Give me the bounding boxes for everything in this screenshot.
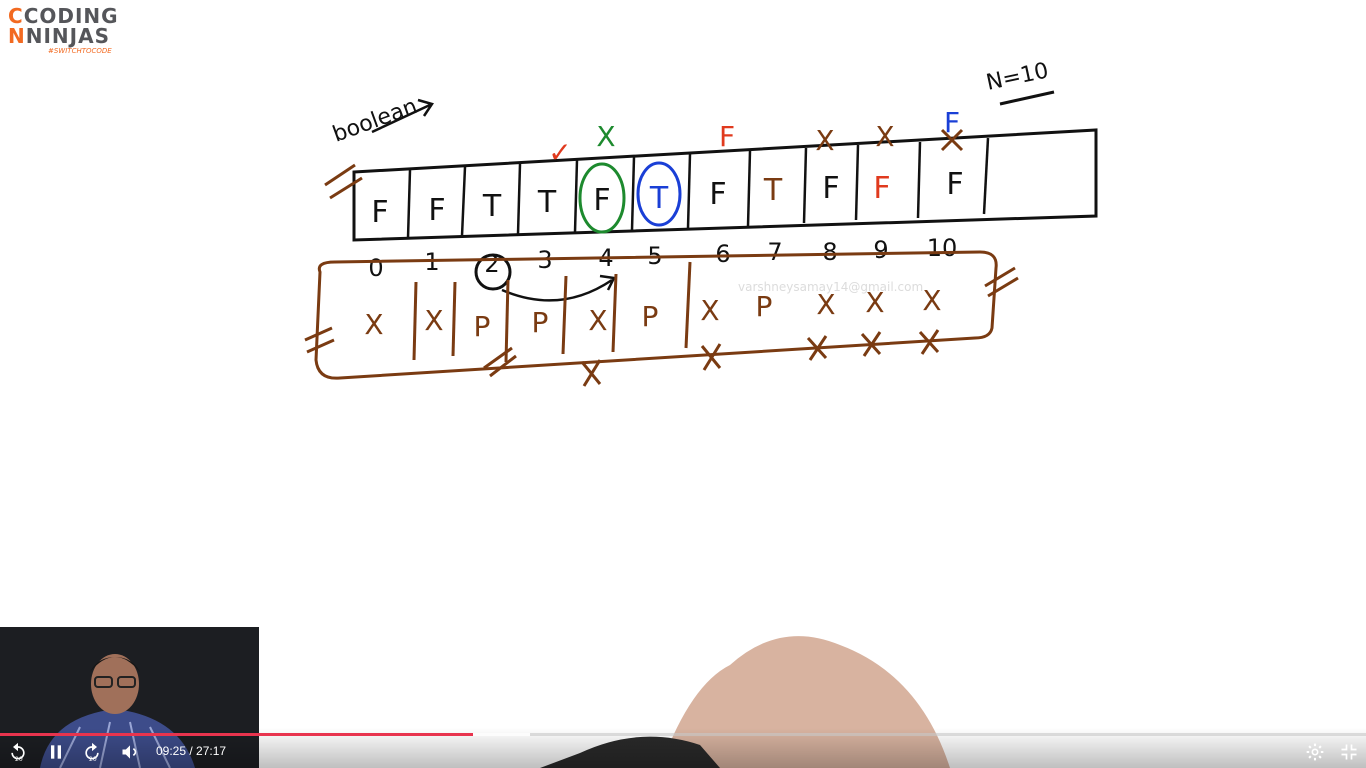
time-display: 09:25 / 27:17 (156, 744, 226, 758)
bottom-cell-10: X (922, 284, 941, 317)
index-7: 7 (767, 238, 782, 266)
exit-fullscreen-button[interactable] (1337, 741, 1361, 763)
top-marks: ✓ X F X X F (548, 106, 960, 169)
array-cell-3: T (537, 185, 557, 220)
current-time: 09:25 (156, 744, 187, 758)
skip-forward-icon (85, 742, 99, 760)
top-mark-3: ✓ (548, 136, 571, 169)
time-separator: / (186, 744, 197, 758)
settings-button[interactable] (1303, 741, 1327, 763)
bottom-cell-0: X (364, 308, 383, 341)
index-8: 8 (822, 238, 837, 266)
coding-ninjas-logo: CCODING NNINJAS #SWITCHTOCODE (8, 6, 118, 56)
logo-text-1: CODING (23, 4, 119, 28)
brown-dividers (412, 261, 692, 363)
pause-icon (51, 745, 61, 759)
top-mark-4: X (596, 120, 615, 153)
bottom-cell-8: X (816, 288, 835, 321)
bottom-cell-4: X (588, 304, 607, 337)
logo-line-2: NNINJAS (8, 24, 110, 48)
bottom-cell-3: P (532, 306, 549, 339)
index-10: 10 (927, 234, 958, 262)
n-label: N=10 (984, 58, 1051, 96)
array-cell-6: F (709, 177, 726, 212)
logo-tagline: #SWITCHTOCODE (48, 47, 112, 55)
top-mark-10-cross (940, 128, 964, 152)
array-cell-0: F (371, 195, 388, 230)
brown-box-right-marks (984, 266, 1019, 298)
bottom-cell-6: X (700, 294, 719, 327)
index-1: 1 (424, 248, 439, 276)
presenter-figure (0, 627, 259, 768)
watermark: varshneysamay14@gmail.com (738, 280, 924, 294)
logo-line-1: CCODING (8, 4, 119, 28)
array-outline (352, 128, 1098, 242)
array-values: F F T T F T F T F F F (371, 167, 963, 230)
array-cell-5: T (649, 181, 669, 216)
index-0: 0 (368, 254, 383, 282)
boolean-label: boolean (330, 94, 421, 148)
below-crosses (483, 329, 940, 387)
logo-text-2: NINJAS (25, 24, 110, 48)
top-mark-9: X (875, 120, 894, 153)
duration: 27:17 (196, 744, 227, 758)
bottom-cell-2: P (474, 310, 491, 343)
presenter-video (0, 627, 259, 768)
bottom-row: X X P P X P X P X X X (364, 284, 941, 343)
settings-icon (1306, 743, 1324, 761)
progress-played (0, 733, 473, 736)
array-cell-10: F (946, 167, 963, 202)
bottom-cell-5: P (642, 300, 659, 333)
skip-back-icon (11, 742, 25, 760)
n-underline (999, 90, 1055, 106)
array-cell-9: F (873, 171, 890, 206)
index-2-circle (474, 253, 512, 291)
step-arrow (501, 274, 616, 302)
skip-back-label: 20 (15, 756, 23, 763)
index-9: 9 (873, 236, 888, 264)
array-indices: 0 1 2 3 4 5 6 7 8 9 10 (368, 234, 957, 282)
skip-forward-button[interactable]: 20 (80, 741, 104, 763)
bottom-cell-1: X (424, 304, 443, 337)
green-circle (578, 162, 626, 234)
array-cell-8: F (822, 171, 839, 206)
bottom-cell-7: P (756, 290, 773, 323)
exit-fullscreen-icon (1341, 744, 1357, 760)
pause-button[interactable] (44, 741, 68, 763)
blue-circle (636, 161, 682, 227)
array-start-marks (324, 163, 363, 200)
whiteboard-drawing: boolean N=10 F F T T F T (304, 58, 1098, 387)
top-mark-10: F (944, 106, 960, 139)
boolean-arrow (371, 98, 434, 134)
array-cell-2: T (482, 189, 502, 224)
top-mark-8: X (815, 124, 834, 157)
volume-button[interactable] (118, 741, 142, 763)
array-cell-1: F (428, 193, 445, 228)
array-cell-7: T (763, 173, 783, 208)
skip-forward-label: 20 (89, 756, 97, 763)
array-cell-4: F (593, 183, 610, 218)
brown-box-left-marks (304, 326, 335, 354)
index-6: 6 (715, 240, 730, 268)
progress-bar[interactable] (0, 733, 1366, 736)
brown-box (314, 250, 998, 380)
volume-icon (122, 745, 137, 759)
top-mark-6: F (719, 120, 735, 153)
bottom-cell-9: X (865, 286, 884, 319)
skip-back-button[interactable]: 20 (6, 741, 30, 763)
array-dividers (406, 137, 990, 239)
